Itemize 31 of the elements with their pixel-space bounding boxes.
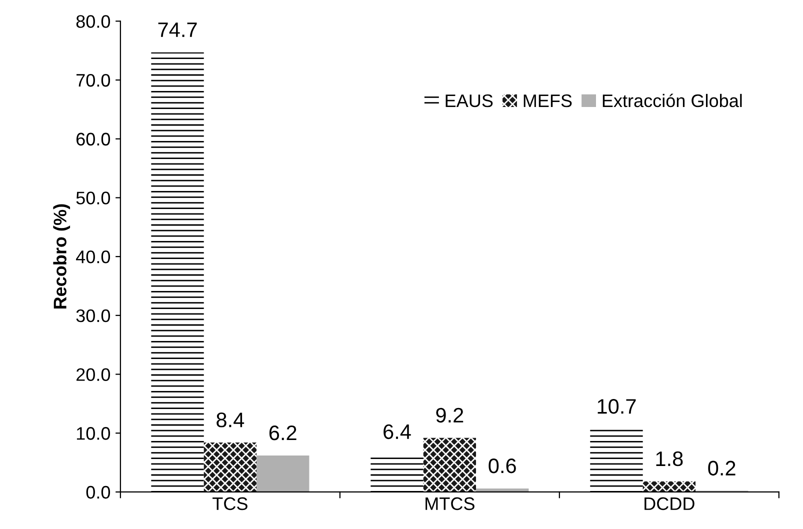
y-tick-label: 30.0 (76, 309, 110, 322)
data-label: 1.8 (656, 451, 683, 466)
y-axis-title: Recobro (%) (53, 204, 70, 309)
data-label: 8.4 (216, 412, 244, 428)
y-tick-label: 10.0 (76, 427, 110, 440)
data-label: 10.7 (598, 399, 636, 414)
data-label: 0.6 (488, 458, 516, 474)
y-tick-label: 0.0 (86, 486, 110, 499)
legend-label: EAUS (446, 94, 493, 108)
data-label: 74.7 (158, 22, 197, 37)
y-tick-label: 50.0 (76, 192, 110, 204)
bar (256, 455, 310, 492)
data-label: 6.4 (384, 424, 411, 440)
bar (151, 52, 204, 492)
x-tick-label: MTCS (426, 497, 474, 510)
bar (642, 481, 696, 492)
y-tick-label: 70.0 (76, 74, 110, 87)
y-tick-label: 40.0 (76, 250, 110, 264)
legend-label: Extracción Global (602, 94, 742, 108)
x-tick-label: TCS (212, 497, 248, 510)
data-label: 9.2 (436, 408, 464, 423)
bar (423, 438, 476, 492)
bar (590, 429, 643, 492)
bar (204, 442, 257, 492)
y-tick-label: 60.0 (76, 132, 110, 146)
y-tick-label: 20.0 (76, 368, 110, 381)
data-label: 0.2 (708, 460, 736, 476)
data-label: 6.2 (269, 426, 296, 440)
x-tick-label: DCDD (644, 497, 694, 510)
y-tick-label: 80.0 (76, 15, 110, 28)
legend-label: MEFS (524, 94, 572, 108)
